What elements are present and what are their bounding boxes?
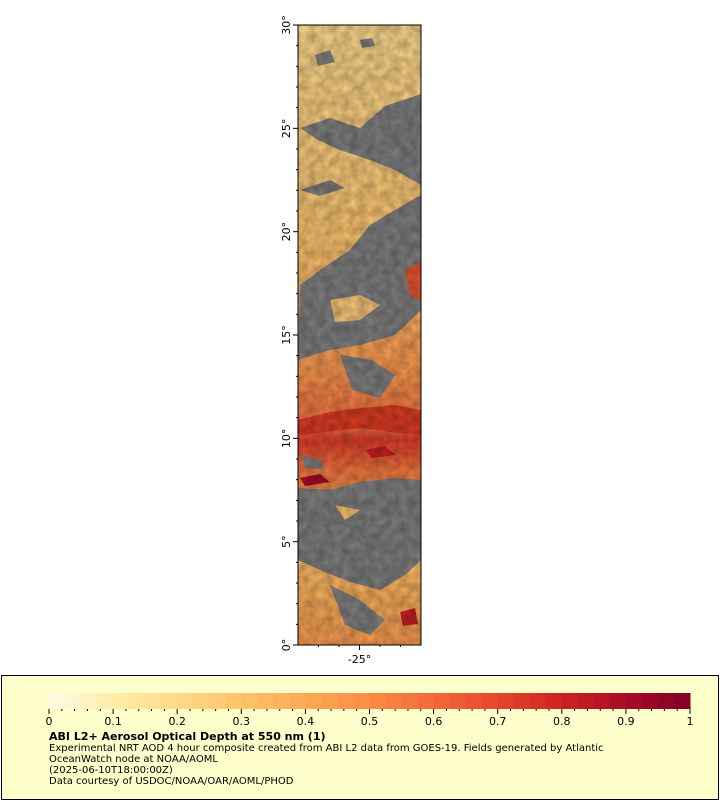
legend-description-line-1: Experimental NRT AOD 4 hour composite cr…: [49, 743, 604, 754]
y-tick-label: 20°: [280, 222, 293, 242]
colorbar-cell: [97, 693, 114, 709]
colorbar-tick-label: 0.5: [361, 715, 379, 728]
colorbar-tick-label: 0.6: [425, 715, 443, 728]
colorbar-cell: [305, 693, 322, 709]
colorbar-tick-label: 1: [687, 715, 694, 728]
colorbar-cell: [193, 693, 210, 709]
y-tick-label: 0°: [280, 639, 293, 652]
colorbar-cell: [129, 693, 146, 709]
colorbar-cell: [385, 693, 403, 709]
colorbar-cell: [145, 693, 162, 709]
colorbar-cell: [561, 693, 579, 709]
colorbar-cell: [161, 693, 178, 709]
colorbar-tick-label: 0.8: [553, 715, 571, 728]
colorbar-cell: [593, 693, 611, 709]
colorbar-cell: [529, 693, 547, 709]
aod-map: 0° 5° 10° 15° 20° 25° 30° -25°: [280, 15, 422, 666]
colorbar-cell: [417, 693, 435, 709]
colorbar-cells: [49, 693, 691, 709]
colorbar-cell: [81, 693, 98, 709]
colorbar-tick-label: 0: [46, 715, 53, 728]
x-tick-label: -25°: [348, 653, 371, 666]
colorbar-cell: [49, 693, 66, 709]
colorbar: 0 0.1 0.2 0.3 0.4 0.5 0.6 0.7 0.8 0.9 1: [46, 693, 694, 728]
y-tick-label: 15°: [280, 325, 293, 345]
y-tick-label: 25°: [280, 119, 293, 139]
colorbar-cell: [241, 693, 258, 709]
colorbar-cell: [113, 693, 130, 709]
colorbar-cell: [449, 693, 467, 709]
colorbar-cell: [353, 693, 370, 709]
legend-description-line-2: OceanWatch node at NOAA/AOML: [49, 754, 218, 765]
x-axis: -25°: [318, 645, 401, 666]
colorbar-cell: [65, 693, 82, 709]
colorbar-cell: [513, 693, 531, 709]
y-tick-label: 10°: [280, 429, 293, 449]
legend-panel: 0 0.1 0.2 0.3 0.4 0.5 0.6 0.7 0.8 0.9 1 ABI L2+ Ae…: [1, 675, 719, 800]
colorbar-cell: [657, 693, 675, 709]
colorbar-cell: [321, 693, 338, 709]
legend-credit: Data courtesy of USDOC/NOAA/OAR/AOML/PHO…: [49, 776, 294, 787]
colorbar-cell: [625, 693, 643, 709]
y-tick-label: 30°: [280, 15, 293, 35]
aod-field: [298, 25, 421, 645]
colorbar-tick-label: 0.2: [168, 715, 186, 728]
y-tick-label: 5°: [280, 535, 293, 548]
colorbar-cell: [433, 693, 451, 709]
colorbar-cell: [609, 693, 627, 709]
colorbar-tick-label: 0.1: [104, 715, 122, 728]
colorbar-ticks: 0 0.1 0.2 0.3 0.4 0.5 0.6 0.7 0.8 0.9 1: [46, 709, 694, 728]
colorbar-cell: [225, 693, 242, 709]
colorbar-cell: [257, 693, 274, 709]
colorbar-cell: [401, 693, 419, 709]
colorbar-cell: [545, 693, 563, 709]
texture: [298, 25, 421, 645]
colorbar-cell: [481, 693, 499, 709]
colorbar-cell: [577, 693, 595, 709]
colorbar-tick-label: 0.7: [489, 715, 507, 728]
colorbar-tick-label: 0.4: [297, 715, 315, 728]
legend-title: ABI L2+ Aerosol Optical Depth at 550 nm …: [49, 730, 326, 743]
colorbar-cell: [273, 693, 290, 709]
colorbar-cell: [177, 693, 194, 709]
colorbar-cell: [673, 693, 691, 709]
colorbar-tick-label: 0.3: [233, 715, 251, 728]
colorbar-cell: [641, 693, 659, 709]
colorbar-cell: [289, 693, 306, 709]
y-axis: 0° 5° 10° 15° 20° 25° 30°: [280, 15, 298, 651]
legend-timestamp: (2025-06-10T18:00:00Z): [49, 765, 173, 776]
colorbar-cell: [337, 693, 354, 709]
colorbar-cell: [209, 693, 226, 709]
colorbar-cell: [497, 693, 515, 709]
colorbar-tick-label: 0.9: [617, 715, 635, 728]
colorbar-cell: [369, 693, 387, 709]
colorbar-cell: [465, 693, 483, 709]
